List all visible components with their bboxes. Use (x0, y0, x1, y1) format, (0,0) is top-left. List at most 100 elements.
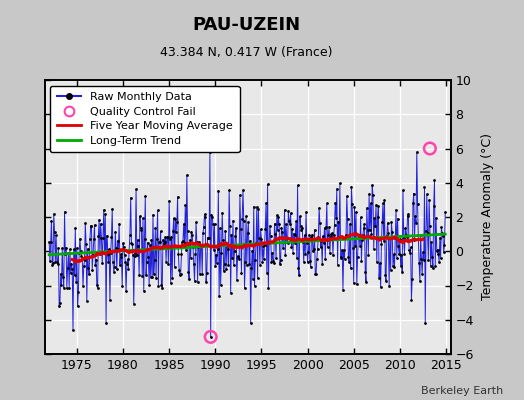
Point (222, 266, 230, 272)
Point (67, 260, 75, 267)
Point (431, 263, 440, 269)
Point (409, 200, 417, 206)
Point (60, 208, 69, 215)
Point (225, 187, 233, 194)
Point (167, 280, 175, 287)
Point (99, 235, 107, 241)
Point (181, 202, 190, 208)
Point (142, 272, 150, 278)
Point (424, 256, 432, 263)
Point (307, 234, 315, 240)
Point (313, 246, 322, 252)
Point (348, 201, 356, 208)
Point (361, 269, 369, 276)
Point (379, 237, 388, 244)
Point (412, 219, 420, 226)
Point (113, 266, 121, 272)
Point (220, 268, 228, 274)
Point (339, 286, 347, 293)
Point (102, 320, 110, 327)
Point (45, 239, 53, 245)
Point (233, 253, 242, 259)
Point (353, 254, 362, 260)
Point (315, 220, 324, 226)
Point (401, 225, 409, 231)
Point (292, 255, 301, 262)
Point (423, 230, 432, 236)
Point (437, 224, 445, 230)
Point (293, 182, 302, 189)
Point (139, 215, 147, 222)
Point (204, 235, 213, 242)
Point (390, 263, 399, 270)
Point (406, 250, 414, 256)
Point (178, 238, 187, 245)
Point (89, 252, 97, 258)
Point (95, 217, 103, 223)
Point (430, 203, 438, 210)
Point (285, 218, 293, 224)
Point (311, 270, 320, 277)
Point (162, 258, 170, 265)
Point (183, 228, 192, 235)
Point (242, 213, 250, 220)
Point (432, 214, 440, 221)
Point (337, 254, 346, 260)
Point (132, 186, 140, 193)
Point (288, 226, 297, 232)
Point (81, 220, 90, 226)
Point (57, 281, 66, 288)
Point (206, 334, 215, 340)
Point (366, 200, 375, 206)
Point (231, 247, 239, 254)
Point (162, 234, 171, 241)
Point (203, 234, 212, 241)
Point (122, 288, 130, 295)
Point (269, 258, 277, 264)
Point (88, 223, 96, 229)
Point (301, 250, 310, 257)
Point (203, 270, 211, 276)
Point (119, 240, 127, 246)
Point (246, 320, 255, 326)
Point (345, 259, 353, 265)
Point (397, 252, 406, 258)
Point (172, 229, 180, 236)
Point (79, 283, 87, 290)
Point (152, 236, 161, 242)
Point (235, 256, 243, 262)
Point (105, 246, 113, 252)
Point (410, 236, 419, 243)
Point (147, 274, 155, 280)
Point (261, 226, 269, 232)
Point (210, 221, 219, 227)
Point (439, 233, 447, 239)
Point (398, 269, 407, 276)
Point (160, 240, 168, 247)
Point (75, 250, 83, 256)
Point (275, 221, 283, 227)
Point (86, 236, 94, 243)
Point (190, 278, 199, 284)
Point (148, 274, 156, 280)
Point (291, 232, 300, 238)
Point (215, 293, 223, 300)
Point (208, 211, 216, 218)
Point (387, 219, 396, 226)
Point (422, 191, 431, 198)
Point (98, 260, 106, 266)
Point (387, 267, 395, 274)
Point (376, 284, 385, 290)
Point (331, 199, 340, 206)
Point (46, 258, 54, 264)
Point (171, 216, 180, 222)
Point (201, 214, 210, 220)
Point (134, 236, 142, 243)
Point (399, 187, 407, 194)
Point (264, 181, 272, 187)
Point (370, 215, 379, 221)
Point (394, 242, 402, 249)
Point (427, 239, 435, 246)
Point (103, 251, 112, 257)
Point (119, 244, 128, 250)
